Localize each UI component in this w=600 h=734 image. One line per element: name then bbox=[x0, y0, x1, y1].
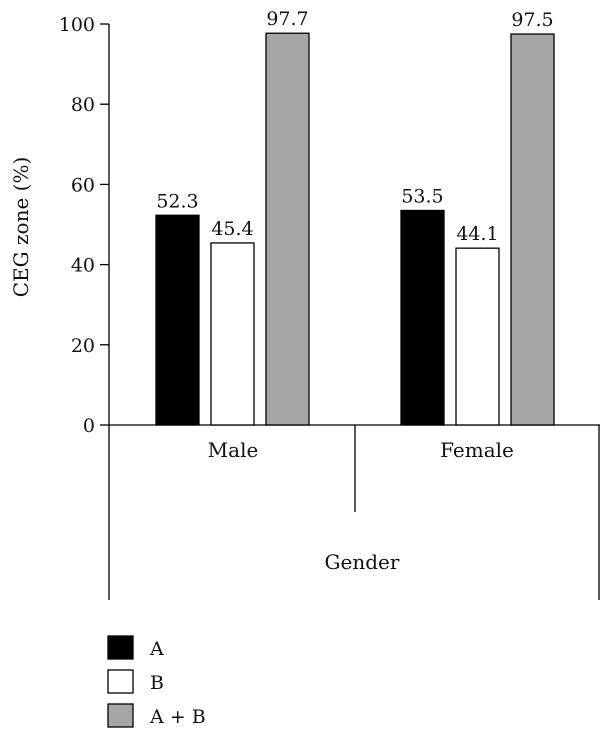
legend-swatch bbox=[107, 703, 134, 728]
data-label: 53.5 bbox=[401, 185, 443, 207]
legend-label: A + B bbox=[149, 706, 206, 728]
y-tick-label: 20 bbox=[71, 335, 95, 357]
y-tick-label: 40 bbox=[71, 255, 95, 277]
legend: AB A + B bbox=[107, 635, 206, 728]
data-label: 97.7 bbox=[266, 8, 308, 30]
bar bbox=[265, 32, 310, 426]
bar bbox=[210, 242, 255, 426]
data-label: 44.1 bbox=[456, 223, 498, 245]
bar bbox=[455, 247, 500, 426]
x-category-label: Male bbox=[208, 438, 259, 462]
legend-swatch bbox=[107, 635, 134, 660]
bar bbox=[510, 33, 555, 426]
bars bbox=[155, 32, 555, 426]
y-tick-label: 100 bbox=[59, 14, 95, 36]
bar bbox=[400, 209, 445, 426]
y-tick-label: 60 bbox=[71, 174, 95, 196]
bar bbox=[155, 214, 200, 426]
axes: 0 20 40 60 80 100 Male Female bbox=[59, 14, 600, 600]
y-axis-title: CEG zone (%) bbox=[9, 157, 33, 298]
x-axis-title: Gender bbox=[325, 550, 400, 574]
data-label: 97.5 bbox=[511, 9, 553, 31]
legend-label: A bbox=[149, 638, 164, 660]
data-label: 45.4 bbox=[211, 218, 253, 240]
y-tick-label: 0 bbox=[83, 415, 95, 437]
legend-label: B bbox=[150, 672, 164, 694]
y-tick-label: 80 bbox=[71, 94, 95, 116]
data-label: 52.3 bbox=[156, 190, 198, 212]
legend-swatch bbox=[107, 669, 134, 694]
data-labels: 52.3 53.5 45.4 44.1 97.7 97.5 bbox=[156, 8, 553, 245]
x-category-label: Female bbox=[440, 438, 514, 462]
